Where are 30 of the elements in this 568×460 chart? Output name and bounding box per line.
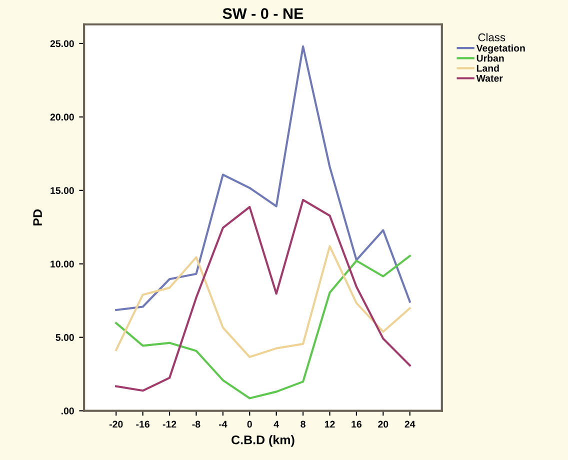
x-tick-label: 24 [404,420,416,428]
x-tick-label: 8 [300,420,306,428]
y-tick-label: .00 [61,408,74,414]
line-series [115,198,411,392]
y-tick-label: 5.00 [56,334,74,341]
legend-label: Water [476,74,503,82]
chart-title: SW - 0 - NE [222,8,304,19]
legend-label: Land [476,64,499,72]
x-tick-label: -16 [136,420,150,428]
legend-title: Class [478,33,506,42]
y-tick-label: 15.00 [50,187,74,194]
x-tick-label: 4 [274,420,279,428]
x-tick-label: -4 [218,420,228,428]
y-tick-label: 10.00 [50,260,74,268]
y-tick-label: 25.00 [50,40,74,48]
x-tick-label: -8 [192,420,200,428]
y-tick-label: 20.00 [50,114,74,121]
x-tick-label: -20 [109,420,123,428]
x-tick-label: 16 [352,420,362,428]
x-tick-label: -12 [162,420,176,428]
x-tick-label: 0 [247,420,252,428]
line-series [115,245,411,358]
legend-label: Vegetation [476,44,525,54]
x-axis-title: C.B.D (km) [232,435,294,447]
x-tick-label: 12 [324,420,335,428]
y-axis-title: PD [33,209,42,226]
x-tick-label: 20 [378,420,388,428]
legend-label: Urban [476,54,504,62]
line-series [115,45,411,312]
line-series [115,254,411,400]
